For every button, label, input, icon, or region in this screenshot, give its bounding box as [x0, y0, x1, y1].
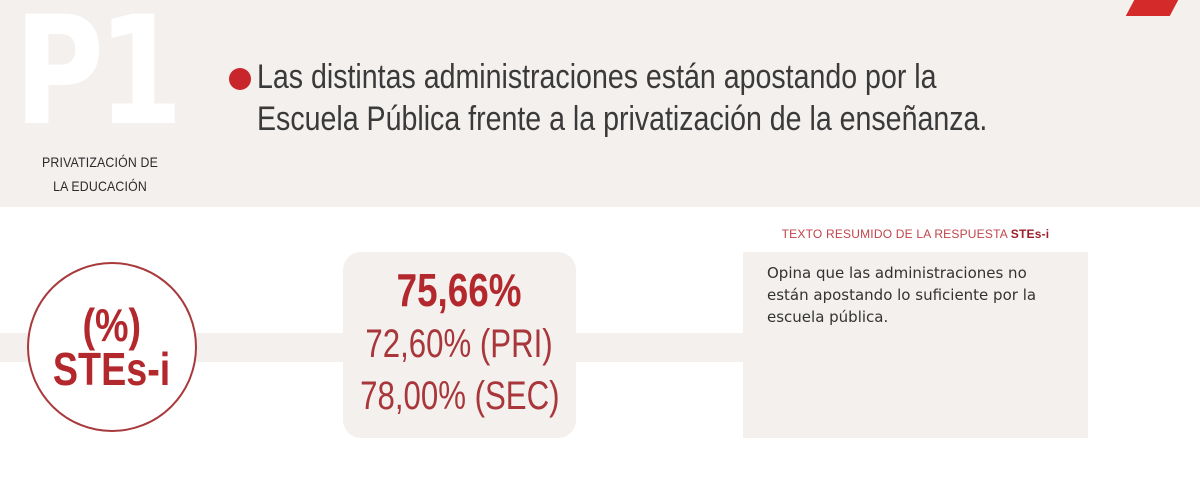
category-label: PRIVATIZACIÓN DE LA EDUCACIÓN [30, 150, 171, 198]
summary-box: Opina que las administraciones no están … [743, 252, 1088, 438]
question-header: P1 PRIVATIZACIÓN DE LA EDUCACIÓN Las dis… [0, 0, 1200, 207]
bullet-dot-icon [229, 68, 251, 90]
question-statement: Las distintas administraciones están apo… [229, 56, 1129, 140]
stats-circle-badge: (%) STEs-i [27, 262, 197, 432]
category-line-2: LA EDUCACIÓN [53, 178, 147, 194]
category-line-1: PRIVATIZACIÓN DE [42, 154, 158, 170]
result-secondary: 78,00% (SEC) [359, 374, 560, 418]
percent-label: (%) [82, 299, 142, 351]
result-total: 75,66% [397, 264, 522, 316]
summary-text: Opina que las administraciones no están … [767, 264, 1037, 326]
question-text: Las distintas administraciones están apo… [257, 58, 988, 138]
results-box: 75,66% 72,60% (PRI) 78,00% (SEC) [343, 252, 576, 438]
organization-label: STEs-i [53, 343, 171, 395]
summary-heading: TEXTO RESUMIDO DE LA RESPUESTA STEs-i [743, 226, 1088, 242]
result-primary: 72,60% (PRI) [365, 322, 554, 366]
summary-heading-brand: STEs-i [1010, 227, 1050, 241]
question-code: P1 [14, 0, 183, 159]
summary-heading-prefix: TEXTO RESUMIDO DE LA RESPUESTA [781, 227, 1008, 241]
corner-brand-mark-icon [1125, 0, 1179, 16]
